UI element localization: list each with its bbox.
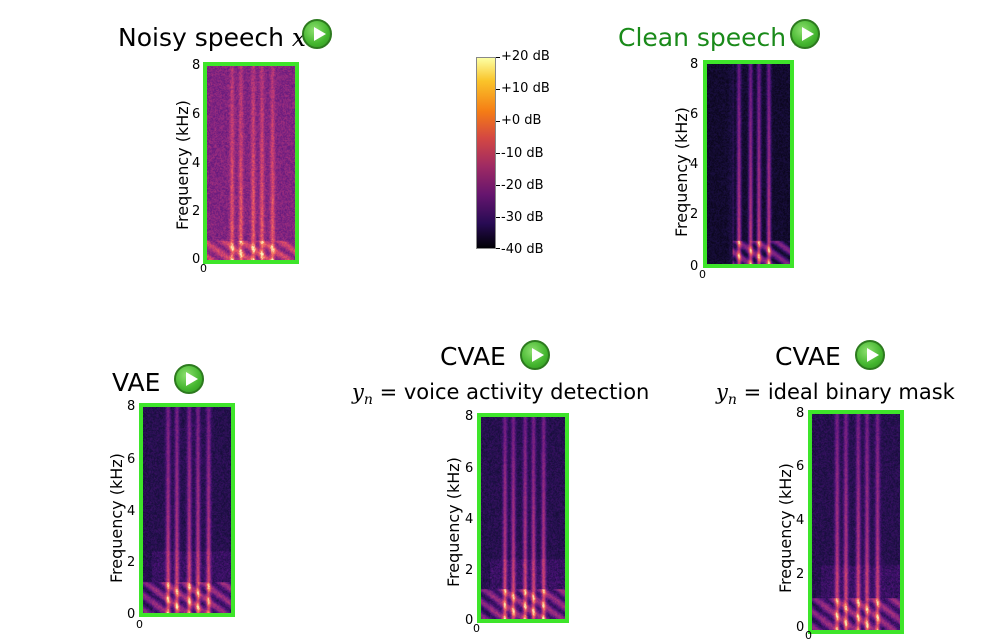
ytick: 6: [690, 107, 699, 122]
ylabel: Frequency (kHz): [672, 107, 691, 237]
subtitle-var: y: [352, 380, 364, 404]
spectrogram-canvas: [812, 414, 900, 630]
ytick: 2: [127, 555, 136, 570]
ytick: 6: [796, 459, 805, 474]
ylabel: Frequency (kHz): [776, 463, 795, 593]
spectrogram-canvas: [707, 64, 790, 264]
ytick: 2: [465, 563, 474, 578]
xtick: 0: [136, 618, 143, 631]
ylabel: Frequency (kHz): [173, 100, 192, 230]
spectrogram-canvas: [143, 407, 231, 613]
title-clean-text: Clean speech: [618, 23, 795, 52]
colorbar-label: -30 dB: [501, 210, 544, 225]
play-icon[interactable]: [790, 19, 820, 49]
title-vae: VAE: [112, 368, 161, 397]
colorbar: [476, 57, 496, 249]
ytick: 8: [192, 58, 201, 73]
plot-cvae-ibm: Frequency (kHz) 8 6 4 2 0 0: [768, 405, 918, 642]
ylabel: Frequency (kHz): [444, 457, 463, 587]
play-icon[interactable]: [520, 340, 550, 370]
xtick: 0: [805, 629, 812, 642]
colorbar-tick-mark: [496, 153, 500, 154]
title-cvae-ibm: CVAE: [775, 342, 841, 371]
spectrogram-vae: [139, 403, 235, 617]
colorbar-label: -10 dB: [501, 146, 544, 161]
spectrogram-clean: [703, 60, 794, 268]
ytick: 6: [465, 461, 474, 476]
colorbar-tick-mark: [496, 248, 500, 249]
ytick: 0: [192, 252, 201, 267]
colorbar-label: -20 dB: [501, 178, 544, 193]
ytick: 4: [690, 157, 699, 172]
colorbar-tick-mark: [496, 121, 500, 122]
subtitle-text: = voice activity detection: [372, 380, 650, 404]
spectrogram-canvas: [481, 417, 565, 619]
ytick: 2: [192, 204, 201, 219]
plot-clean: Frequency (kHz) 8 6 4 2 0 0: [664, 55, 814, 281]
xtick: 0: [473, 622, 480, 635]
ytick: 0: [127, 607, 136, 622]
play-icon[interactable]: [174, 364, 204, 394]
spectrogram-noisy: [203, 62, 299, 264]
subtitle-sub: n: [727, 392, 737, 409]
ytick: 2: [690, 207, 699, 222]
title-noisy-speech: Noisy speech x: [118, 23, 306, 52]
spectrogram-cvae-vad: [477, 413, 569, 623]
title-noisy-text: Noisy speech: [118, 23, 292, 52]
ytick: 0: [465, 613, 474, 628]
plot-vae: Frequency (kHz) 8 6 4 2 0 0: [100, 398, 250, 631]
subtitle-cvae-vad: yn = voice activity detection: [352, 380, 649, 408]
ytick: 8: [796, 406, 805, 421]
ytick: 8: [127, 399, 136, 414]
ylabel: Frequency (kHz): [107, 453, 126, 583]
colorbar-label: +20 dB: [501, 49, 550, 64]
play-icon[interactable]: [302, 19, 332, 49]
colorbar-label: +0 dB: [501, 113, 542, 128]
subtitle-var: y: [716, 380, 728, 404]
ytick: 6: [127, 452, 136, 467]
ytick: 4: [192, 156, 201, 171]
title-clean-speech: Clean speech s: [618, 23, 807, 52]
xtick: 0: [699, 268, 706, 281]
xtick: 0: [200, 262, 207, 275]
play-icon[interactable]: [855, 340, 885, 370]
ytick: 0: [796, 620, 805, 635]
colorbar-tick-mark: [496, 185, 500, 186]
spectrogram-canvas: [207, 66, 295, 260]
ytick: 2: [796, 567, 805, 582]
subtitle-cvae-ibm: yn = ideal binary mask: [716, 380, 955, 408]
spectrogram-cvae-ibm: [808, 410, 904, 634]
plot-cvae-vad: Frequency (kHz) 8 6 4 2 0 0: [437, 405, 587, 637]
ytick: 4: [465, 512, 474, 527]
ytick: 8: [465, 409, 474, 424]
ytick: 6: [192, 107, 201, 122]
colorbar-label: -40 dB: [501, 242, 544, 257]
subtitle-sub: n: [363, 392, 373, 409]
colorbar-label: +10 dB: [501, 81, 550, 96]
ytick: 8: [690, 57, 699, 72]
subtitle-text: = ideal binary mask: [736, 380, 955, 404]
colorbar-tick-mark: [496, 57, 500, 58]
plot-noisy: Frequency (kHz) 8 6 4 2 0 0: [165, 55, 315, 280]
ytick: 4: [127, 504, 136, 519]
colorbar-tick-mark: [496, 217, 500, 218]
title-cvae-vad: CVAE: [440, 342, 506, 371]
colorbar-tick-mark: [496, 89, 500, 90]
ytick: 4: [796, 513, 805, 528]
ytick: 0: [690, 259, 699, 274]
